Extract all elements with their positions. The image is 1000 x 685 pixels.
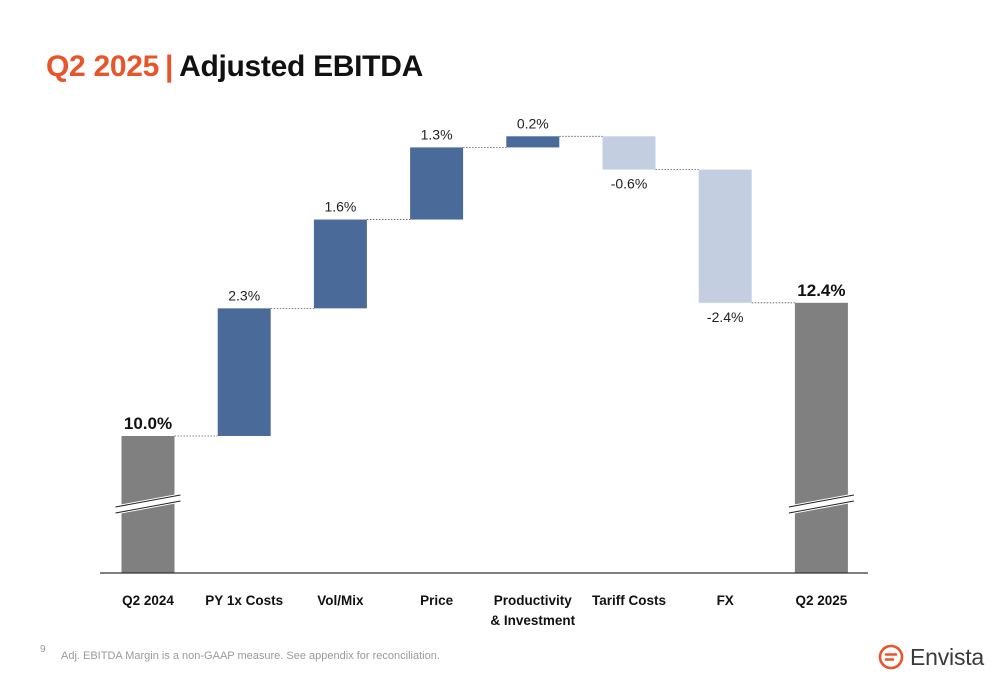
title-period: Q2 2025 xyxy=(46,50,159,83)
waterfall-chart: 10.0% Q2 2024 2.3% PY 1x Costs 1.6% Vol/Mix 1.… xyxy=(100,115,868,628)
axis-break-line-top-stroke xyxy=(788,494,854,508)
title-separator: | xyxy=(165,50,174,83)
category-label: Q2 2025 xyxy=(796,593,848,608)
increase-bar xyxy=(217,308,271,436)
envista-logo: Envista xyxy=(878,640,984,674)
category-label: Price xyxy=(420,593,454,608)
page-title: Q2 2025 | Adjusted EBITDA xyxy=(46,50,423,84)
category-label: Vol/Mix xyxy=(317,593,364,608)
axis-break-line-top-stroke xyxy=(115,494,181,508)
axis-break-line-bottom-stroke xyxy=(788,500,854,514)
increase-value-label: 1.3% xyxy=(421,126,453,142)
decrease-value-label: -0.6% xyxy=(611,176,648,192)
axis-break-icon xyxy=(788,493,855,515)
increase-value-label: 0.2% xyxy=(517,115,549,131)
category-label: FX xyxy=(717,593,734,608)
envista-mark-icon xyxy=(878,644,904,670)
increase-bar xyxy=(410,147,464,220)
page-number: 9 xyxy=(40,644,46,655)
logo-wordmark: Envista xyxy=(910,643,985,670)
increase-bar xyxy=(506,136,560,148)
axis-break-icon xyxy=(115,493,181,515)
increase-value-label: 2.3% xyxy=(228,287,260,303)
footnote: Adj. EBITDA Margin is a non-GAAP measure… xyxy=(61,650,440,662)
category-label: Productivity xyxy=(494,593,573,608)
decrease-bar xyxy=(698,169,752,303)
increase-bar xyxy=(313,219,367,309)
axis-break-line-bottom-stroke xyxy=(115,500,181,514)
decrease-value-label: -2.4% xyxy=(707,309,744,325)
decrease-bar xyxy=(602,136,656,170)
title-metric: Adjusted EBITDA xyxy=(179,50,423,83)
total-value-label: 10.0% xyxy=(124,414,172,433)
category-label: & Investment xyxy=(490,613,575,628)
category-label: PY 1x Costs xyxy=(205,593,283,608)
category-label: Q2 2024 xyxy=(122,593,174,608)
category-label: Tariff Costs xyxy=(592,593,666,608)
total-bar xyxy=(794,302,848,573)
total-value-label: 12.4% xyxy=(797,281,845,300)
increase-value-label: 1.6% xyxy=(324,199,356,215)
